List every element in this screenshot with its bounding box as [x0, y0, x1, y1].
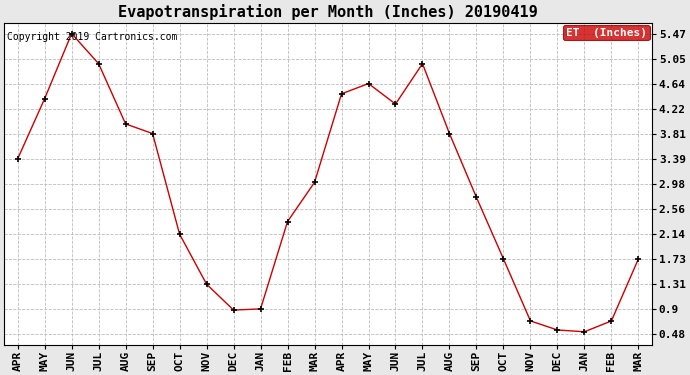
Legend: ET  (Inches): ET (Inches) [563, 25, 650, 40]
Text: Copyright 2019 Cartronics.com: Copyright 2019 Cartronics.com [8, 32, 178, 42]
Title: Evapotranspiration per Month (Inches) 20190419: Evapotranspiration per Month (Inches) 20… [118, 4, 538, 20]
